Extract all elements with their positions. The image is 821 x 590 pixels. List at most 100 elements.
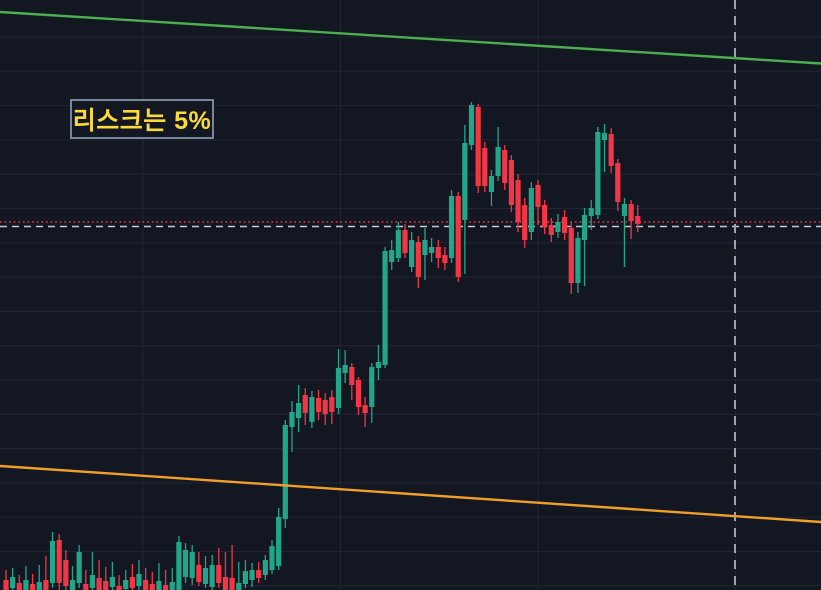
candle — [262, 555, 268, 580]
candle-body — [76, 552, 82, 583]
candle — [429, 238, 435, 262]
candle — [568, 222, 574, 294]
candle-body — [382, 251, 388, 365]
candle — [249, 563, 255, 587]
candle — [123, 570, 129, 590]
candle-body — [329, 397, 335, 412]
candle-body — [621, 204, 628, 216]
candle-body — [309, 397, 315, 422]
candle-body — [276, 517, 282, 566]
candle — [562, 210, 568, 240]
candle — [176, 536, 182, 590]
candle — [163, 570, 169, 590]
candle-body — [482, 148, 488, 186]
lower-support-trendline[interactable] — [0, 464, 821, 524]
candle-body — [10, 577, 16, 588]
candle — [43, 556, 49, 590]
candle-body — [242, 571, 248, 584]
candle — [335, 349, 342, 414]
candle — [615, 159, 621, 211]
candle-body — [595, 132, 601, 215]
candle — [49, 532, 56, 588]
candle — [276, 508, 282, 570]
candle — [236, 562, 242, 590]
candle — [149, 572, 155, 590]
candle — [269, 540, 275, 574]
candle — [581, 208, 588, 286]
candle — [136, 560, 142, 590]
candle-body — [296, 403, 302, 418]
candle-body — [562, 217, 568, 233]
candle — [143, 568, 149, 590]
candle — [349, 363, 355, 400]
candle-body — [468, 105, 475, 145]
candle-body — [176, 542, 182, 590]
candle — [322, 393, 328, 425]
candle — [435, 240, 441, 268]
candle-body — [16, 583, 22, 590]
candle-body — [69, 580, 76, 590]
candle — [329, 390, 335, 424]
candle — [56, 534, 62, 590]
candle-body — [369, 367, 375, 407]
candle-body — [535, 185, 541, 207]
candle — [63, 550, 69, 590]
candle — [83, 570, 89, 590]
candle-body — [182, 550, 189, 577]
candle-body — [495, 147, 501, 176]
candle — [342, 350, 348, 383]
candle-body — [315, 398, 322, 412]
candle-body — [615, 163, 621, 202]
candle-body — [43, 580, 49, 590]
candle-body — [3, 580, 9, 590]
candle — [442, 247, 448, 270]
candle — [575, 232, 581, 293]
candle-body — [282, 425, 288, 519]
candle — [196, 552, 202, 586]
candle — [89, 552, 96, 590]
candle — [448, 190, 455, 263]
candle — [189, 545, 195, 585]
candle-body — [581, 215, 588, 240]
candle-body — [628, 204, 634, 221]
candle — [395, 222, 401, 262]
candle-body — [462, 143, 468, 220]
candle-body — [236, 583, 242, 590]
candle-body — [375, 362, 381, 368]
candle — [309, 391, 315, 428]
candle — [588, 200, 594, 230]
candle-body — [555, 222, 561, 232]
candle — [422, 228, 428, 280]
candle — [10, 568, 16, 590]
candle-series — [3, 102, 641, 590]
candle-body — [49, 541, 56, 583]
candle — [488, 170, 495, 206]
candle-body — [448, 196, 455, 258]
risk-annotation-box[interactable]: 리스크는 5% — [70, 99, 214, 139]
candle — [69, 566, 76, 590]
candle-body — [169, 582, 175, 590]
candle-body — [222, 577, 229, 590]
candle — [608, 128, 614, 173]
candle-body — [362, 405, 368, 413]
candle — [302, 388, 308, 425]
candle-body — [129, 577, 135, 588]
candle-body — [302, 395, 308, 413]
risk-annotation-text: 리스크는 5% — [72, 107, 212, 135]
candle — [462, 125, 468, 274]
candle-body — [143, 580, 149, 590]
candle-body — [249, 570, 255, 580]
candle-body — [475, 107, 481, 186]
candle-body — [36, 582, 42, 590]
candle-body — [395, 230, 401, 258]
candle-body — [335, 368, 342, 408]
candle — [542, 200, 548, 234]
candle — [116, 575, 122, 590]
candle — [229, 545, 235, 590]
upper-resistance-trendline[interactable] — [0, 10, 821, 65]
candle-body — [389, 250, 395, 262]
candle — [555, 214, 561, 238]
